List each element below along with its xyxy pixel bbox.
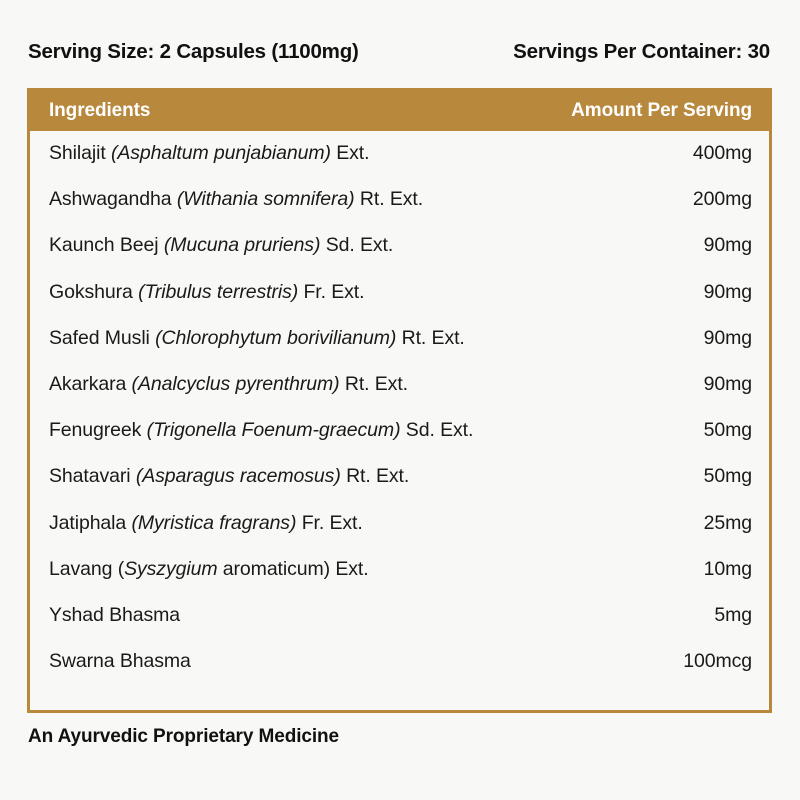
ingredient-scientific-name: Analcyclus pyrenthrum — [137, 372, 334, 395]
ingredient-amount: 90mg — [703, 280, 752, 303]
ingredient-name: Fenugreek (Trigonella Foenum-graecum) Sd… — [49, 419, 473, 441]
ingredient-part-suffix: Fr. Ext. — [298, 280, 365, 303]
ingredient-name: Shatavari (Asparagus racemosus) Rt. Ext. — [49, 465, 409, 487]
ingredients-table: Ingredients Amount Per Serving Shilajit … — [27, 88, 772, 714]
ingredient-part-suffix: Rt. Ext. — [396, 326, 465, 349]
paren-close: ) — [334, 465, 341, 488]
ingredient-amount: 25mg — [703, 511, 752, 534]
serving-info-row: Serving Size: 2 Capsules (1100mg) Servin… — [28, 40, 770, 64]
ingredient-common-name: Fenugreek — [49, 419, 147, 442]
footer-note: An Ayurvedic Proprietary Medicine — [28, 726, 339, 747]
paren-close: ) — [333, 372, 340, 395]
servings-per-container-text: Servings Per Container: 30 — [513, 40, 770, 63]
ingredient-common-name: Akarkara — [49, 372, 132, 395]
ingredient-common-name: Jatiphala — [49, 511, 132, 534]
ingredient-part-suffix: Rt. Ext. — [354, 188, 424, 211]
ingredient-scientific-name: Trigonella Foenum-graecum — [153, 419, 395, 442]
paren-open: ( — [138, 280, 145, 303]
table-row: Kaunch Beej (Mucuna pruriens) Sd. Ext. 90… — [30, 234, 769, 280]
ingredient-common-name: Shatavari — [49, 465, 136, 488]
ingredient-common-name: Swarna Bhasma — [49, 650, 191, 673]
ingredient-amount: 5mg — [714, 603, 752, 626]
ingredient-amount: 10mg — [703, 557, 752, 580]
ingredient-common-name: Shilajit — [49, 142, 111, 164]
paren-open: ( — [110, 142, 118, 164]
ingredient-amount: 200mg — [692, 188, 752, 211]
ingredient-scientific-name: Tribulus terrestris — [144, 280, 292, 303]
table-row: Ashwagandha (Withania somnifera) Rt. Ext… — [30, 188, 769, 234]
table-row: Shilajit (Asphaltum punjabianum) Ext. 400… — [30, 142, 769, 188]
table-row: Swarna Bhasma 100mcg — [30, 650, 769, 696]
ingredient-scientific-name: Chlorophytum borivilianum — [161, 326, 390, 349]
paren-close: ) — [289, 511, 297, 534]
column-header-amount: Amount Per Serving — [571, 100, 752, 121]
paren-open: ( — [131, 372, 139, 395]
serving-size-text: Serving Size: 2 Capsules (1100mg) — [28, 40, 359, 63]
table-row: Akarkara (Analcyclus pyrenthrum) Rt. Ext… — [30, 373, 769, 419]
table-row: Lavang (Syszygium aromaticum) Ext. 10mg — [30, 558, 769, 604]
paren-close: ) — [394, 419, 401, 442]
ingredient-amount: 100mcg — [683, 650, 752, 673]
ingredient-name: Shilajit (Asphaltum punjabianum) Ext. — [49, 142, 370, 164]
paren-close: ) — [313, 234, 321, 257]
paren-open: ( — [135, 465, 143, 488]
table-row: Gokshura (Tribulus terrestris) Fr. Ext. 9… — [30, 281, 769, 327]
ingredient-scientific-name: Myristica fragrans — [137, 511, 290, 534]
ingredient-name: Kaunch Beej (Mucuna pruriens) Sd. Ext. — [49, 234, 393, 256]
ingredient-common-name: Safed Musli — [49, 326, 156, 349]
ingredient-part-suffix: aromaticum) Ext. — [217, 557, 369, 580]
ingredient-common-name: Yshad Bhasma — [49, 603, 181, 626]
ingredient-amount: 90mg — [703, 326, 752, 349]
ingredient-name: Lavang (Syszygium aromaticum) Ext. — [49, 558, 369, 580]
table-header-row: Ingredients Amount Per Serving — [30, 91, 769, 131]
ingredient-name: Yshad Bhasma — [49, 604, 180, 626]
table-body: Shilajit (Asphaltum punjabianum) Ext. 400… — [30, 131, 769, 710]
ingredient-part-suffix: Fr. Ext. — [296, 511, 363, 534]
ingredient-amount: 90mg — [703, 234, 752, 257]
ingredient-scientific-name: Asparagus racemosus — [142, 465, 335, 488]
paren-close: ) — [324, 142, 332, 164]
paren-open: ( — [146, 419, 154, 442]
ingredient-amount: 50mg — [703, 419, 752, 442]
paren-close: ) — [291, 280, 299, 303]
ingredient-common-name: Gokshura — [49, 280, 139, 303]
table-row: Jatiphala (Myristica fragrans) Fr. Ext. 2… — [30, 512, 769, 558]
table-row: Yshad Bhasma 5mg — [30, 604, 769, 650]
paren-open: ( — [131, 511, 138, 534]
column-header-ingredients: Ingredients — [49, 100, 151, 121]
ingredient-name: Akarkara (Analcyclus pyrenthrum) Rt. Ext… — [49, 373, 408, 395]
ingredient-amount: 90mg — [703, 372, 752, 395]
paren-close: ) — [348, 188, 355, 211]
table-row: Safed Musli (Chlorophytum borivilianum) … — [30, 327, 769, 373]
ingredient-scientific-name: Asphaltum punjabianum — [117, 142, 325, 164]
ingredient-part-suffix: Ext. — [330, 142, 370, 164]
ingredient-common-name: Ashwagandha — [49, 188, 177, 211]
table-row: Fenugreek (Trigonella Foenum-graecum) Sd… — [30, 419, 769, 465]
ingredient-scientific-name: Withania somnifera — [183, 188, 349, 211]
ingredient-part-suffix: Rt. Ext. — [340, 465, 410, 488]
ingredient-common-name: Kaunch Beej — [49, 234, 164, 257]
ingredient-part-suffix: Sd. Ext. — [400, 419, 474, 442]
ingredient-part-suffix: Sd. Ext. — [320, 234, 394, 257]
paren-open: ( — [155, 326, 162, 349]
ingredient-name: Safed Musli (Chlorophytum borivilianum) … — [49, 327, 465, 349]
ingredient-name: Swarna Bhasma — [49, 650, 191, 672]
ingredient-scientific-name: Mucuna pruriens — [170, 234, 314, 257]
paren-close: ) — [389, 326, 397, 349]
paren-open: ( — [163, 234, 171, 257]
ingredient-name: Ashwagandha (Withania somnifera) Rt. Ext… — [49, 188, 423, 210]
ingredient-scientific-name: Syszygium — [124, 557, 218, 580]
ingredient-name: Gokshura (Tribulus terrestris) Fr. Ext. — [49, 280, 365, 303]
ingredient-part-suffix: Rt. Ext. — [339, 372, 408, 395]
paren-open: ( — [176, 188, 184, 211]
ingredient-amount: 400mg — [692, 142, 752, 164]
ingredient-common-name: Lavang ( — [49, 557, 125, 580]
ingredient-amount: 50mg — [703, 465, 752, 488]
ingredient-name: Jatiphala (Myristica fragrans) Fr. Ext. — [49, 512, 363, 534]
table-row: Shatavari (Asparagus racemosus) Rt. Ext.… — [30, 465, 769, 511]
